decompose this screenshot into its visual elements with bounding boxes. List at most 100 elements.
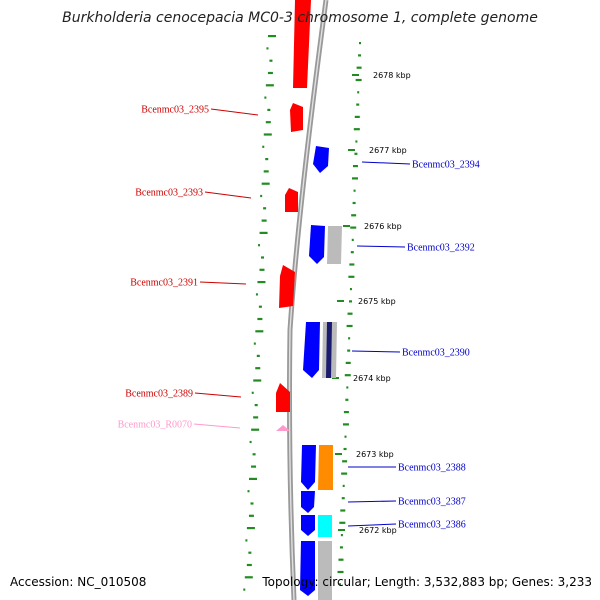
gc-skew-mark [252, 453, 256, 456]
gc-skew-mark [348, 337, 351, 340]
gc-skew-mark [246, 527, 255, 530]
gene-label: Bcenmc03_2389 [125, 389, 193, 400]
forward-gene-arrow [279, 265, 295, 308]
gc-skew-mark [246, 563, 252, 567]
gc-skew-mark [261, 256, 265, 259]
gene-leader-line [193, 423, 241, 429]
gc-skew-mark [254, 404, 258, 407]
backbone-highlight [288, 0, 327, 600]
reverse-gene-arrow [313, 146, 329, 173]
gc-skew-mark [344, 374, 351, 377]
gene-label: Bcenmc03_2391 [130, 278, 198, 289]
dark-feature [326, 322, 332, 378]
gc-skew-mark [251, 428, 260, 431]
gc-skew-mark [346, 324, 353, 328]
rna-gene-marker [276, 425, 290, 431]
gc-skew-mark [353, 128, 360, 131]
gene-leader-line [347, 500, 397, 503]
gc-skew-mark [346, 386, 349, 389]
gc-skew-mark [263, 133, 272, 136]
scale-label: 2673 kbp [356, 450, 394, 459]
gene-label: Bcenmc03_2395 [141, 105, 209, 116]
gc-skew-mark [265, 84, 274, 87]
gc-skew-mark [341, 497, 345, 500]
gc-skew-mark [343, 447, 347, 451]
gc-skew-mark [350, 226, 357, 229]
scale-label: 2675 kbp [358, 297, 396, 306]
gc-skew-mark [348, 275, 355, 278]
gene-label: Bcenmc03_R0070 [118, 420, 192, 431]
scale-label: 2678 kbp [373, 71, 411, 80]
gc-skew-mark [255, 367, 261, 370]
gc-skew-mark [354, 152, 358, 155]
gc-skew-mark [257, 317, 263, 321]
topology-summary: Topology: circular; Length: 3,532,883 bp… [262, 575, 592, 589]
gc-skew-mark [349, 288, 352, 291]
gc-skew-mark [253, 416, 259, 419]
gc-skew-mark [243, 588, 246, 591]
gc-skew-mark [358, 54, 362, 57]
reverse-gene-arrow [303, 322, 320, 378]
gc-skew-mark [267, 108, 271, 111]
gc-skew-mark [264, 96, 267, 99]
scale-label: 2677 kbp [369, 146, 407, 155]
gc-skew-mark [261, 219, 267, 222]
cyan-feature [318, 515, 332, 537]
gene-leader-line [204, 191, 252, 199]
gc-skew-mark [357, 91, 360, 94]
gc-skew-mark [339, 546, 343, 549]
genome-title: Burkholderia cenocepacia MC0-3 chromosom… [62, 10, 538, 26]
gc-skew-mark [352, 165, 358, 168]
gc-skew-mark [251, 465, 257, 468]
gc-skew-mark [347, 349, 351, 352]
gene-label: Bcenmc03_2393 [135, 188, 203, 199]
forward-gene-arrow [293, 0, 311, 88]
forward-gene-arrow [290, 103, 303, 132]
gene-label: Bcenmc03_2390 [402, 348, 470, 359]
gc-skew-mark [262, 145, 265, 148]
gc-skew-mark [251, 391, 254, 394]
gc-skew-mark [359, 42, 361, 45]
gene-leader-line [199, 281, 247, 285]
gc-skew-mark [244, 576, 253, 579]
gc-skew-mark [258, 244, 261, 247]
gc-skew-mark [248, 551, 252, 554]
gc-skew-mark [338, 558, 344, 561]
gc-skew-mark [344, 435, 347, 438]
gc-skew-mark [255, 293, 258, 296]
gc-skew-mark [266, 47, 269, 50]
gc-skew-mark [263, 170, 269, 173]
gc-skew-mark [339, 521, 346, 524]
gene-leader-line [356, 245, 406, 248]
gc-skew-mark [343, 411, 349, 414]
gc-skew-mark [342, 423, 349, 426]
gc-skew-mark [341, 472, 348, 475]
gc-skew-mark [347, 312, 353, 315]
forward-gene-arrow [285, 188, 298, 212]
gc-skew-mark [356, 66, 362, 69]
gc-skew-mark [345, 361, 351, 364]
gc-skew-mark [249, 477, 258, 480]
gc-skew-mark [340, 509, 346, 512]
gene-leader-line [210, 108, 259, 116]
gc-skew-mark [245, 539, 248, 542]
gene-label: Bcenmc03_2394 [412, 160, 480, 171]
gene-leader-line [351, 350, 401, 353]
orange-feature [318, 445, 333, 490]
forward-gene-arrow [276, 383, 290, 412]
gc-skew-mark [340, 534, 343, 537]
gene-label: Bcenmc03_2388 [398, 463, 466, 474]
gc-skew-track-right [337, 42, 362, 586]
gc-skew-mark [259, 268, 265, 271]
gc-skew-mark [267, 71, 273, 75]
gc-skew-mark [351, 214, 357, 217]
gc-skew-mark [253, 379, 262, 382]
reverse-gene-arrow [300, 541, 315, 596]
gc-skew-mark [263, 207, 267, 210]
gc-skew-mark [260, 194, 263, 198]
gene-leader-line [361, 161, 411, 165]
gc-skew-mark [248, 514, 254, 517]
gc-skew-mark [268, 35, 276, 38]
gene-label: Bcenmc03_2392 [407, 243, 475, 254]
gc-skew-mark [256, 354, 260, 357]
